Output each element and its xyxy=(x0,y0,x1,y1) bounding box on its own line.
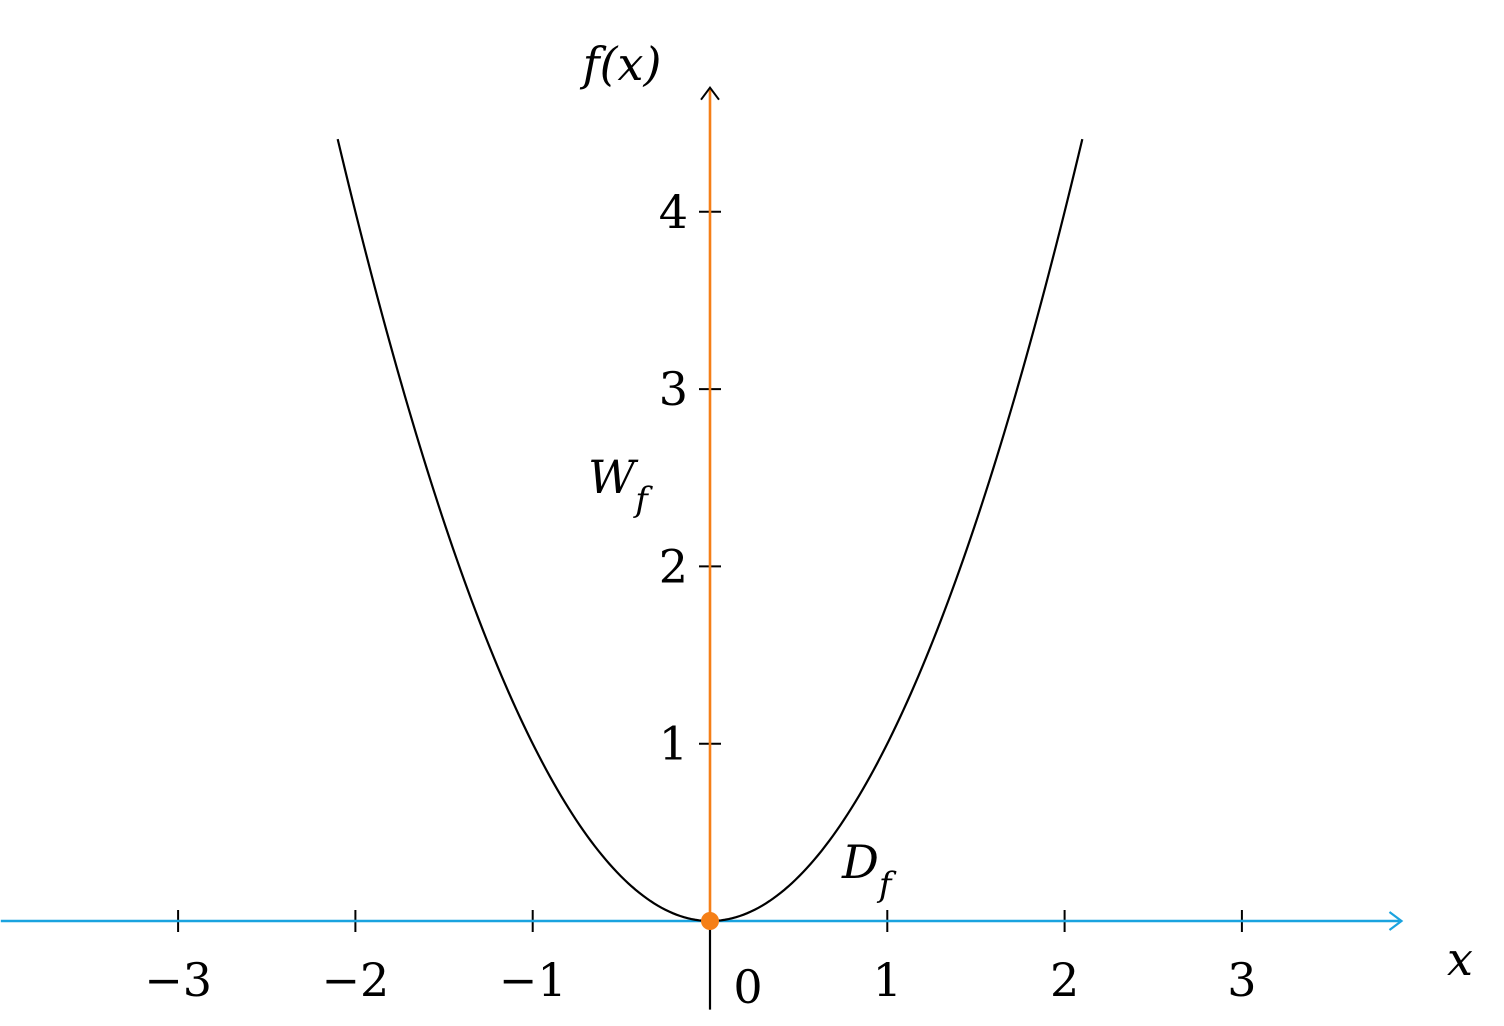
range-annotation-subscript: f xyxy=(632,480,653,520)
y-axis-arrowhead xyxy=(700,86,720,101)
x-axis-arrowhead xyxy=(1388,911,1404,931)
y-axis-label: f(x) xyxy=(580,37,662,91)
x-tick-label: −1 xyxy=(499,953,567,1007)
x-tick-label: 1 xyxy=(873,953,902,1007)
x-tick-label: 3 xyxy=(1227,953,1256,1007)
range-annotation-main: W xyxy=(588,450,639,504)
y-tick-label: 1 xyxy=(659,717,688,771)
origin-label: 0 xyxy=(733,960,762,1014)
y-tick-label: 3 xyxy=(659,362,688,416)
vertex-point xyxy=(701,912,719,930)
x-axis-label: x xyxy=(1447,932,1473,986)
x-tick-label: −3 xyxy=(144,953,212,1007)
y-tick-label: 2 xyxy=(659,539,688,593)
x-tick-label: −2 xyxy=(321,953,389,1007)
domain-annotation-main: D xyxy=(841,835,879,889)
y-tick-label: 4 xyxy=(659,185,688,239)
domain-annotation: Df xyxy=(841,835,897,905)
domain-annotation-subscript: f xyxy=(876,865,897,905)
x-tick-label: 2 xyxy=(1050,953,1079,1007)
tick-labels: −3 −2 −1 1 2 3 1 2 3 4 xyxy=(144,185,1256,1007)
range-annotation: Wf xyxy=(588,450,653,520)
